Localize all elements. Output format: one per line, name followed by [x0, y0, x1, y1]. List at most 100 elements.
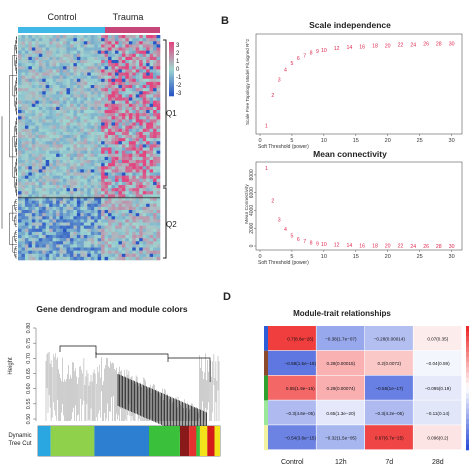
heatmap-cell: [97, 181, 102, 186]
heatmap-cell: [121, 231, 126, 236]
heatmap-cell: [132, 181, 137, 186]
heatmap-cell: [111, 160, 116, 164]
heatmap-cell: [90, 103, 95, 108]
colorbar-segment: [169, 63, 174, 66]
heatmap-cell: [149, 228, 154, 233]
heatmap-cell: [156, 47, 161, 51]
heatmap-cell: [97, 231, 102, 236]
trait-colorbar-segment: [466, 377, 469, 384]
scale-independence-xlabel: Soft Threshold (power): [258, 144, 309, 150]
heatmap-cell: [69, 81, 74, 86]
heatmap-cell: [66, 225, 71, 230]
heatmap-cell: [125, 47, 130, 51]
heatmap-cell: [146, 172, 150, 176]
heatmap-cell: [111, 44, 116, 48]
heatmap-cell: [76, 241, 81, 245]
heatmap-cell: [49, 81, 53, 86]
heatmap-cell: [139, 125, 143, 130]
heatmap-cell: [139, 75, 143, 80]
heatmap-cell: [69, 113, 74, 117]
heatmap-cell: [38, 141, 43, 145]
heatmap-cell: [24, 56, 29, 61]
heatmap-cell: [135, 119, 140, 123]
heatmap-cell: [59, 91, 64, 95]
heatmap-cell: [69, 194, 74, 198]
heatmap-cell: [142, 219, 147, 223]
heatmap-cell: [135, 100, 140, 105]
heatmap-cell: [90, 238, 95, 242]
heatmap-cell: [21, 203, 26, 208]
heatmap-cell: [49, 78, 53, 83]
heatmap-cell: [28, 153, 33, 158]
heatmap-cell: [139, 194, 143, 198]
heatmap-cell: [56, 253, 60, 258]
heatmap-cell: [45, 231, 50, 236]
heatmap-cell: [149, 185, 154, 189]
heatmap-cell: [149, 85, 154, 89]
trait-colorbar-segment: [466, 362, 469, 368]
heatmap-cell: [104, 181, 109, 186]
heatmap-cell: [108, 206, 112, 211]
heatmap-cell: [132, 147, 137, 151]
heatmap-cell: [101, 153, 105, 158]
heatmap-cell: [28, 94, 33, 98]
heatmap-cell: [45, 206, 50, 211]
heatmap-cell: [97, 113, 102, 117]
heatmap-cell: [125, 35, 130, 39]
heatmap-cell: [114, 238, 119, 242]
heatmap-cell: [146, 125, 150, 130]
heatmap-cell: [59, 216, 64, 220]
heatmap-cell: [94, 81, 98, 86]
heatmap-cell: [28, 91, 33, 95]
heatmap-cell: [52, 60, 57, 64]
heatmap-cell: [31, 47, 36, 51]
heatmap-cell: [108, 41, 112, 45]
heatmap-cell: [139, 56, 143, 61]
heatmap-cell: [94, 203, 98, 208]
heatmap-cell: [142, 38, 147, 42]
heatmap-cell: [101, 216, 105, 220]
heatmap-cell: [31, 200, 36, 205]
heatmap-cell: [146, 250, 150, 255]
heatmap-cell: [87, 44, 92, 48]
heatmap-cell: [31, 122, 36, 126]
heatmap-cell: [149, 169, 154, 173]
heatmap-cell: [38, 153, 43, 158]
heatmap-cell: [35, 203, 40, 208]
heatmap-cell: [101, 116, 105, 120]
heatmap-cell: [76, 63, 81, 67]
heatmap-cell: [156, 178, 161, 183]
heatmap-cell: [118, 241, 123, 245]
module-trait-cell: [316, 326, 365, 351]
heatmap-cell: [80, 116, 85, 120]
heatmap-cell: [111, 85, 116, 89]
heatmap-cell: [156, 63, 161, 67]
heatmap-cell: [38, 69, 43, 73]
heatmap-cell: [83, 44, 88, 48]
heatmap-cell: [52, 144, 57, 148]
heatmap-cell: [83, 197, 88, 201]
heatmap-cell: [104, 156, 109, 161]
heatmap-cell: [24, 141, 29, 145]
heatmap-cell: [97, 69, 102, 73]
heatmap-cell: [142, 119, 147, 123]
heatmap-cell: [121, 119, 126, 123]
heatmap-cell: [35, 225, 40, 230]
heatmap-cell: [114, 191, 119, 195]
data-point-label: 10: [321, 242, 327, 248]
heatmap-cell: [149, 94, 154, 98]
heatmap-cell: [114, 163, 119, 167]
heatmap-cell: [87, 256, 92, 261]
heatmap-cell: [35, 169, 40, 173]
heatmap-cell: [97, 175, 102, 180]
heatmap-cell: [69, 169, 74, 173]
heatmap-cell: [80, 150, 85, 155]
data-point-label: 30: [449, 244, 455, 250]
heatmap-cell: [73, 206, 78, 211]
heatmap-cell: [21, 44, 26, 48]
heatmap-cell: [132, 222, 137, 226]
heatmap-cell: [31, 91, 36, 95]
heatmap-cell: [111, 119, 116, 123]
heatmap-cell: [76, 97, 81, 101]
heatmap-cell: [118, 88, 123, 92]
